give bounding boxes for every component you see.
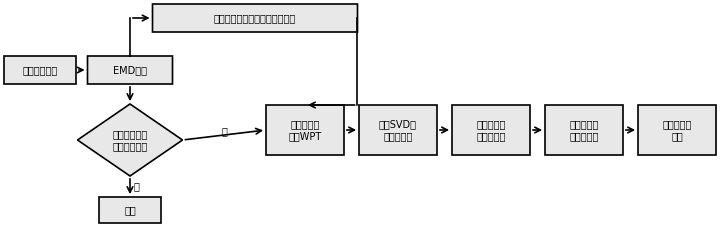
Text: 数据数据输入: 数据数据输入 [22,65,57,75]
Text: 去干扰干扰
信号: 去干扰干扰 信号 [663,119,692,141]
Text: 去除: 去除 [124,205,136,215]
Text: 各模态分量是
否合特征频率: 各模态分量是 否合特征频率 [112,129,148,151]
FancyBboxPatch shape [152,4,357,32]
Text: 采用SVD提
取特征频率: 采用SVD提 取特征频率 [379,119,417,141]
FancyBboxPatch shape [545,105,623,155]
Text: 对所有子信
号进行重构: 对所有子信 号进行重构 [569,119,599,141]
Text: 得到去噪的
各个子信号: 得到去噪的 各个子信号 [476,119,505,141]
FancyBboxPatch shape [99,197,161,223]
Text: 是: 是 [221,126,227,136]
FancyBboxPatch shape [4,56,76,84]
Text: EMD分解: EMD分解 [113,65,147,75]
Text: 对模态分量
进行WPT: 对模态分量 进行WPT [289,119,322,141]
Text: 选取最优分解层数和最优小波基: 选取最优分解层数和最优小波基 [214,13,296,23]
FancyBboxPatch shape [359,105,437,155]
FancyBboxPatch shape [638,105,716,155]
FancyBboxPatch shape [452,105,530,155]
FancyBboxPatch shape [88,56,173,84]
Polygon shape [78,104,183,176]
FancyBboxPatch shape [266,105,344,155]
Text: 否: 否 [134,181,140,192]
